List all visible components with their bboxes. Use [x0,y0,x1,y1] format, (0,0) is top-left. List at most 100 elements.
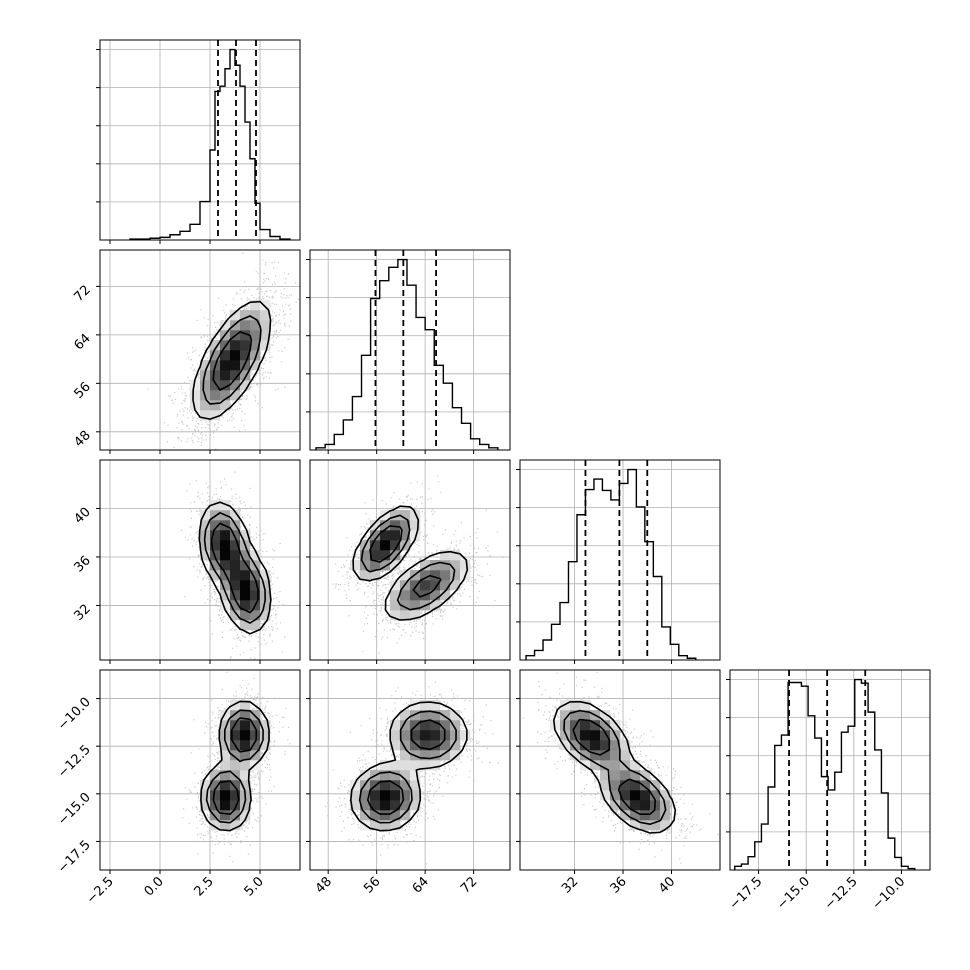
pair-panel-0-1 [96,249,301,454]
contour-1-2-1 [360,514,456,611]
density-cell [210,390,221,401]
density-cell [210,820,221,831]
density-cell [420,750,431,761]
hist-panel-3 [726,669,931,874]
density-cell [410,720,421,731]
density-cell [230,570,241,581]
density-cell [210,350,221,361]
density-cell [560,710,571,721]
density-cell [250,330,261,341]
density-cell [390,740,401,751]
density-cell [600,770,611,781]
density-cell [400,530,411,541]
density-cell [630,780,641,791]
hist-frame-0 [99,39,301,241]
density-cell [200,550,211,561]
density-cell [390,770,401,781]
density-cell [260,300,271,311]
density-cell [210,340,221,351]
y-tick-label-3-0: −17.5 [55,838,94,877]
density-cell [560,730,571,741]
density-cell [570,750,581,761]
density-cell [430,750,441,761]
density-cell [220,710,231,721]
contour-2-3-2 [572,718,656,815]
density-cell [260,320,271,331]
density-cell [230,390,241,401]
density-cell [260,600,271,611]
density-cell [220,790,231,801]
density-cell [410,610,421,621]
density-cell [610,740,621,751]
density-cell [390,820,401,831]
density-cell [240,580,251,591]
density-cell [250,310,261,321]
density-cell [420,570,431,581]
density-cell [420,720,431,731]
density-cell [210,370,221,381]
density-cell [220,780,231,791]
density-cell [210,570,221,581]
density-cell [410,600,421,611]
density-cell [200,780,211,791]
density-cell [390,580,401,591]
density-cell [410,770,421,781]
density-cell [210,400,221,411]
pair-panel-0-2 [96,459,301,664]
density-cell [610,770,621,781]
pair-frame-0-3 [99,669,301,871]
density-cell [640,770,651,781]
density-cell [250,360,261,371]
density-cell [230,590,241,601]
density-cell [220,540,231,551]
x-tick-label-1-0: 48 [313,874,335,896]
x-tick-label-3-1: −15.0 [774,874,813,913]
contour-0-1-2 [212,331,253,391]
pair-panel-1-3 [306,669,511,874]
density-cell [590,720,601,731]
density-cell [360,810,371,821]
density-cell [620,770,631,781]
x-tick-label-1-3: 72 [458,874,480,896]
density-cell [400,710,411,721]
pair-frame-2-3 [519,669,721,871]
density-cell [620,790,631,801]
y-tick-label-2-2: 40 [72,505,94,527]
pair-content-0-3 [182,671,291,863]
density-cell [390,780,401,791]
density-cell [240,330,251,341]
density-cell [370,560,381,571]
y-tick-label-1-3: 72 [72,283,94,305]
density-cell [220,770,231,781]
contour-1-2-2 [369,525,442,598]
density-cell [200,520,211,531]
density-cell [250,580,261,591]
density-cell [610,720,621,731]
density-cell [590,760,601,771]
x-tick-label-0-2: 2.5 [192,874,217,899]
density-cell [570,710,581,721]
density-cell [380,520,391,531]
density-cell [260,580,271,591]
density-cell [230,580,241,591]
density-cell [420,560,431,571]
hist-step-3 [734,678,916,870]
density-cell [230,370,241,381]
density-cell [240,350,251,361]
pair-frame-0-1 [99,249,301,451]
density-cell [600,760,611,771]
density-cell [240,810,251,821]
density-cell [430,720,441,731]
density-cell [370,550,381,561]
density-cell [230,310,241,321]
density-cell [230,530,241,541]
density-cell [630,770,641,781]
density-cell [360,770,371,781]
x-tick-label-3-0: −17.5 [727,874,766,913]
density-cell [380,550,391,561]
density-cell [240,760,251,771]
density-cell [200,790,211,801]
pair-content-1-3 [325,681,499,865]
density-cell [230,700,241,711]
density-cell [630,810,641,821]
